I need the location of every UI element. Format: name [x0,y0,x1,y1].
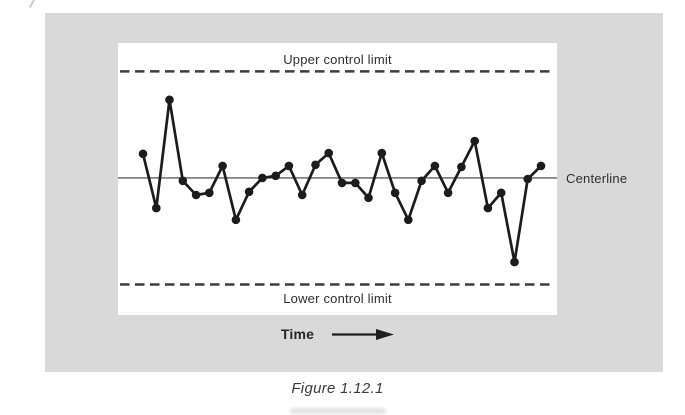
data-point [178,176,188,186]
data-point [311,160,320,170]
time-arrow-icon [332,328,395,340]
data-point [205,188,214,198]
data-point [377,148,387,158]
data-point [337,178,347,188]
data-point [510,257,519,267]
data-point [297,190,307,200]
data-point [191,190,201,200]
upper-control-limit-label: Upper control limit [283,52,392,67]
data-point [152,203,161,213]
time-axis-label: Time [280,326,315,342]
cropped-text-remnant [290,408,386,414]
data-point [430,161,440,171]
data-point [271,171,280,181]
data-point [523,174,532,184]
data-point [417,176,426,186]
data-point [496,188,506,198]
data-point [390,188,400,198]
data-point [443,188,453,198]
data-point [483,203,493,213]
data-point [351,178,360,188]
data-point [284,161,294,171]
data-point [404,215,413,225]
data-point [244,187,254,197]
time-axis: Time [118,326,557,342]
data-point [324,148,333,158]
data-point [165,95,174,105]
data-point [364,193,373,203]
data-point [138,149,148,159]
data-point [470,136,480,146]
data-point [218,161,227,171]
data-point [258,173,267,183]
data-point [536,161,546,171]
control-chart-svg [118,70,557,286]
centerline-label: Centerline [566,171,628,186]
data-point [457,162,466,172]
data-point [231,215,241,225]
scan-artifact-mark [29,0,35,8]
plot-area: Upper control limit Lower control limit [118,43,557,315]
lower-control-limit-label: Lower control limit [283,291,392,306]
figure-caption: Figure 1.12.1 [291,380,384,397]
